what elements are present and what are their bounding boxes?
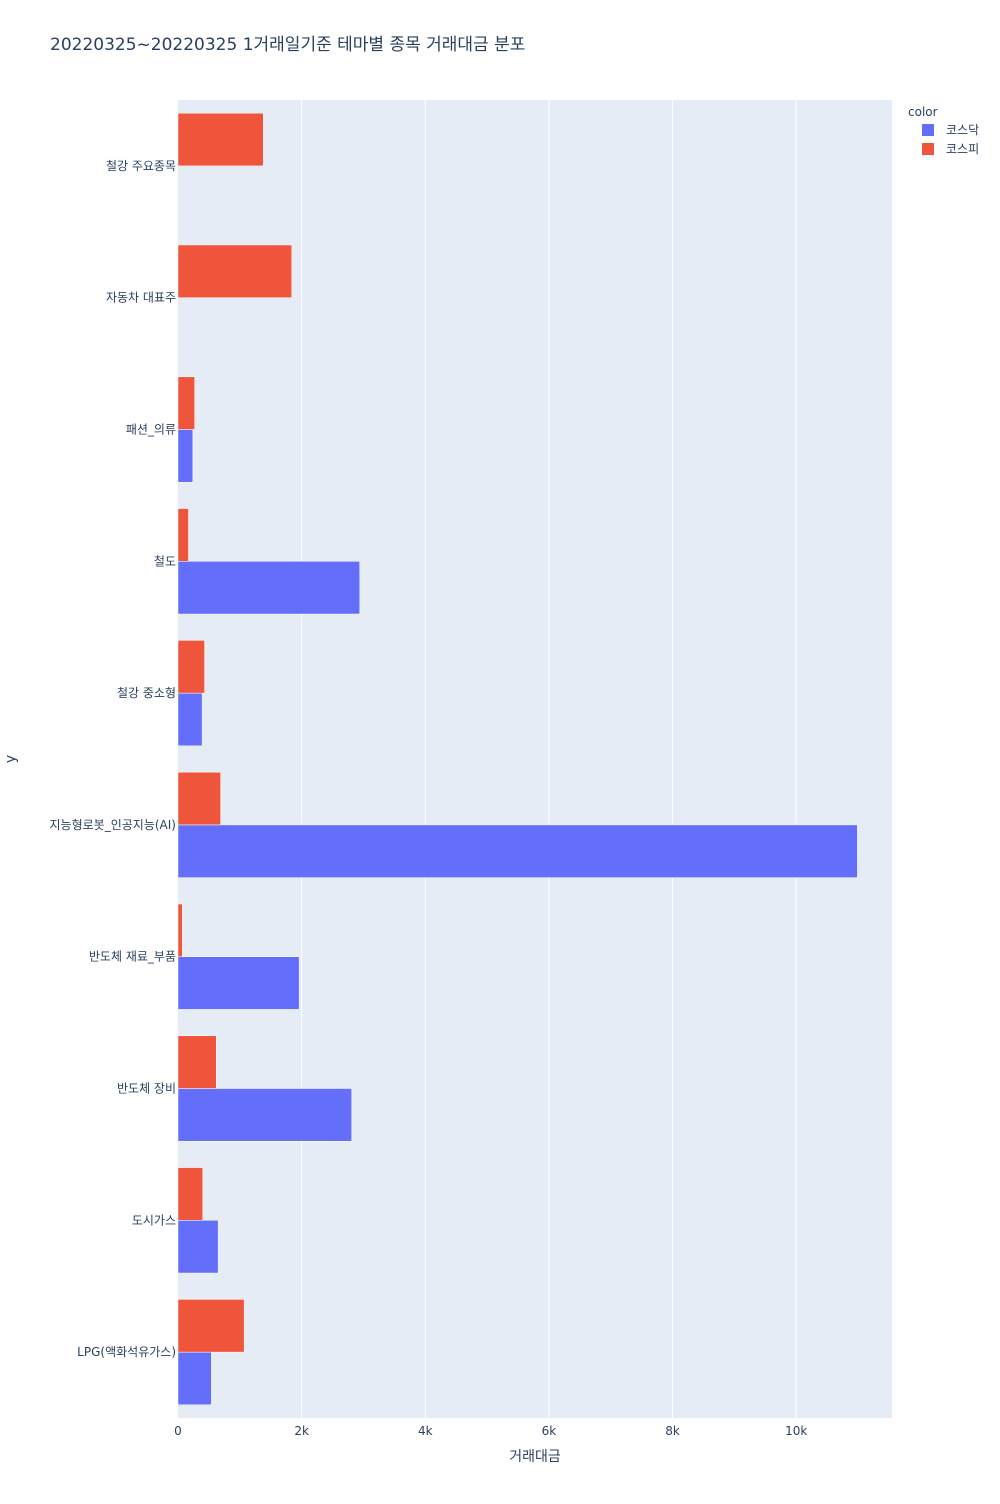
bar (177, 1351, 212, 1406)
y-tick-label: 패션_의류 (126, 423, 176, 437)
chart-title: 20220325~20220325 1거래일기준 테마별 종목 거래대금 분포 (50, 35, 525, 55)
y-tick-label: 반도체 재료_부품 (89, 950, 176, 964)
bar (177, 692, 203, 747)
x-tick-label: 10k (785, 1424, 807, 1438)
bar (177, 376, 195, 430)
bar (177, 956, 300, 1010)
x-axis-ticks: 0 2k 4k 6k 8k 10k (174, 1424, 807, 1438)
legend-swatch (922, 143, 934, 155)
y-tick-label: 반도체 장비 (117, 1082, 176, 1096)
bar (177, 112, 264, 167)
legend-item-label: 코스피 (946, 142, 979, 156)
bar (177, 561, 360, 615)
y-tick-label: LPG(액화석유가스) (77, 1345, 176, 1359)
bar (177, 1088, 352, 1142)
bar (177, 640, 205, 694)
y-tick-label: 도시가스 (132, 1213, 176, 1227)
legend-swatch (922, 124, 934, 136)
x-tick-label: 6k (542, 1424, 557, 1438)
x-tick-label: 8k (665, 1424, 680, 1438)
bar (177, 1035, 217, 1089)
legend-title: color (908, 105, 938, 119)
y-tick-label: 철강 중소형 (117, 686, 176, 700)
x-tick-label: 2k (294, 1424, 309, 1438)
plot-area (178, 100, 892, 1418)
x-axis-title: 거래대금 (509, 1449, 561, 1465)
bar (177, 903, 183, 957)
bar (177, 508, 189, 562)
bar (177, 429, 194, 483)
bar (177, 1220, 219, 1274)
bars (177, 112, 858, 1406)
x-tick-label: 4k (418, 1424, 433, 1438)
legend-item-label: 코스닥 (946, 123, 979, 137)
bar (177, 1167, 203, 1221)
grid-lines (301, 100, 797, 1418)
y-tick-label: 철도 (154, 554, 176, 568)
y-tick-label: 지능형로봇_인공지능(AI) (50, 818, 176, 832)
x-tick-label: 0 (174, 1424, 182, 1438)
y-tick-label: 철강 주요종목 (106, 159, 176, 173)
y-axis-title: y (3, 755, 19, 763)
bar (177, 244, 292, 298)
y-tick-label: 자동차 대표주 (106, 291, 176, 305)
bar (177, 771, 221, 826)
bar (177, 1299, 245, 1353)
bar (177, 824, 858, 878)
